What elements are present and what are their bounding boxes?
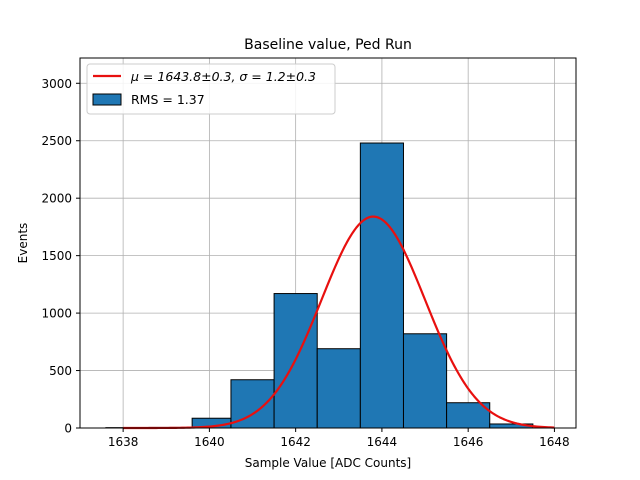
x-tick-label: 1642 (280, 435, 311, 449)
y-tick-label: 1000 (41, 307, 72, 321)
y-tick-label: 1500 (41, 249, 72, 263)
y-tick-label: 500 (49, 364, 72, 378)
legend: μ = 1643.8±0.3, σ = 1.2±0.3 RMS = 1.37 (86, 63, 336, 115)
legend-histogram-swatch (92, 93, 122, 106)
x-tick-label: 1648 (539, 435, 570, 449)
x-axis-ticks: 1638 1640 1642 1644 1646 1648 (108, 428, 570, 449)
chart-title: Baseline value, Ped Run (244, 37, 412, 53)
y-tick-label: 2000 (41, 192, 72, 206)
histogram-bar (316, 348, 361, 429)
x-axis-label: Sample Value [ADC Counts] (245, 456, 411, 470)
legend-histogram-label: RMS = 1.37 (131, 92, 205, 107)
histogram-bar (359, 142, 404, 429)
legend-box (86, 63, 336, 115)
x-tick-label: 1640 (194, 435, 225, 449)
x-tick-label: 1638 (108, 435, 139, 449)
gaussian-fit-line (123, 215, 555, 430)
y-axis-ticks: 0 500 1000 1500 2000 2500 3000 (41, 77, 80, 436)
y-axis-label: Events (16, 223, 30, 264)
x-tick-label: 1646 (453, 435, 484, 449)
legend-fit-label: μ = 1643.8±0.3, σ = 1.2±0.3 (130, 69, 316, 84)
histogram-bar (402, 333, 448, 429)
y-tick-label: 0 (64, 422, 72, 436)
y-tick-label: 2500 (41, 134, 72, 148)
x-tick-label: 1644 (367, 435, 398, 449)
plot-frame (79, 57, 577, 429)
grid-lines (80, 58, 576, 429)
y-tick-label: 3000 (41, 77, 72, 91)
